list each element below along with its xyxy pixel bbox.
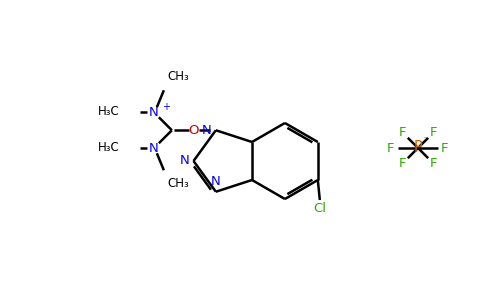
Text: F: F <box>398 126 406 139</box>
Text: N: N <box>180 154 190 167</box>
Text: F: F <box>441 142 449 154</box>
Text: N: N <box>202 124 212 137</box>
Text: F: F <box>430 157 438 170</box>
Text: ⁻: ⁻ <box>422 135 428 145</box>
Text: +: + <box>162 102 170 112</box>
Text: Cl: Cl <box>313 202 326 214</box>
Text: N: N <box>149 106 159 119</box>
Text: P: P <box>414 140 423 155</box>
Text: F: F <box>398 157 406 170</box>
Text: O: O <box>189 124 199 137</box>
Text: F: F <box>387 142 395 154</box>
Text: N: N <box>149 142 159 155</box>
Text: CH₃: CH₃ <box>168 70 190 83</box>
Text: CH₃: CH₃ <box>168 177 190 190</box>
Text: H₃C: H₃C <box>98 105 120 118</box>
Text: H₃C: H₃C <box>98 141 120 154</box>
Text: N: N <box>211 175 221 188</box>
Text: F: F <box>430 126 438 139</box>
